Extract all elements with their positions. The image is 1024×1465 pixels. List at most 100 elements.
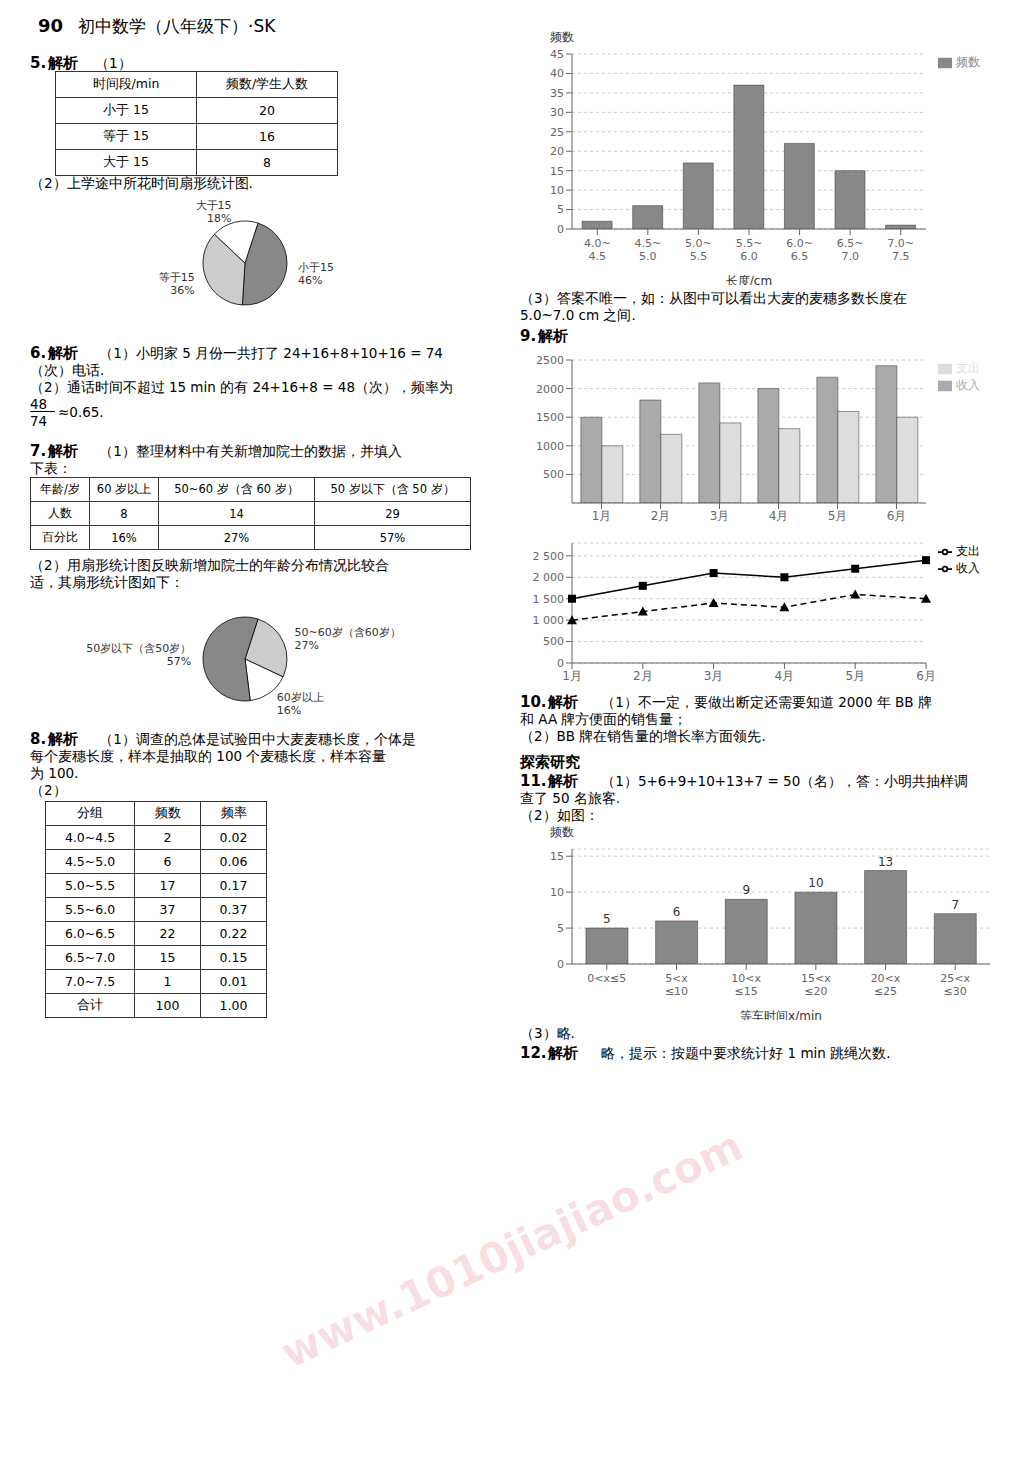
svg-text:500: 500 bbox=[543, 635, 564, 648]
svg-text:1 000: 1 000 bbox=[533, 614, 565, 627]
svg-text:15: 15 bbox=[550, 165, 564, 178]
svg-text:5: 5 bbox=[603, 912, 611, 926]
svg-text:35: 35 bbox=[550, 87, 564, 100]
svg-text:500: 500 bbox=[543, 468, 564, 481]
svg-text:60岁以上16%: 60岁以上16% bbox=[277, 691, 324, 717]
svg-text:长度/cm: 长度/cm bbox=[726, 274, 772, 285]
html-text:（2）BB 牌在销售量的增长率方面领先.: （2）BB 牌在销售量的增长率方面领先. bbox=[520, 728, 766, 744]
svg-text:9: 9 bbox=[742, 883, 750, 897]
html-text:90: 90 bbox=[38, 15, 64, 36]
svg-text:5: 5 bbox=[557, 922, 564, 935]
svg-text:30: 30 bbox=[550, 106, 564, 119]
html-text:下表：: 下表： bbox=[30, 460, 72, 476]
svg-text:5.5~6.0: 5.5~6.0 bbox=[736, 237, 763, 263]
html-text:5.0~7.0 cm 之间.: 5.0~7.0 cm 之间. bbox=[520, 307, 636, 323]
html-text:8.解析: 8.解析 bbox=[30, 730, 78, 748]
svg-text:大于1518%: 大于1518% bbox=[196, 199, 232, 225]
svg-text:2 000: 2 000 bbox=[533, 571, 565, 584]
html-text:12.解析: 12.解析 bbox=[520, 1044, 578, 1062]
svg-text:6.5~7.0: 6.5~7.0 bbox=[837, 237, 864, 263]
html-text:（1）5+6+9+10+13+7 = 50（名），答：小明共: （1）5+6+9+10+13+7 = 50（名），答：小明共抽样调 bbox=[597, 773, 969, 789]
html-text:www.1010jiajiao.com: www.1010jiajiao.com bbox=[273, 1121, 751, 1379]
svg-text:小于1546%: 小于1546% bbox=[298, 261, 334, 287]
svg-text:5月: 5月 bbox=[845, 669, 865, 683]
svg-text:等于1536%: 等于1536% bbox=[159, 271, 195, 297]
svg-text:6月: 6月 bbox=[916, 669, 936, 683]
html-text:74: 74 bbox=[30, 413, 48, 429]
html-text:≈0.65.: ≈0.65. bbox=[58, 404, 104, 420]
html-text:11.解析: 11.解析 bbox=[520, 772, 578, 790]
svg-text:4.5~5.0: 4.5~5.0 bbox=[634, 237, 661, 263]
svg-text:5.0~5.5: 5.0~5.5 bbox=[685, 237, 712, 263]
html-text:（2）如图：: （2）如图： bbox=[520, 807, 599, 823]
html-text:7.解析: 7.解析 bbox=[30, 442, 78, 460]
svg-text:1 500: 1 500 bbox=[533, 593, 565, 606]
svg-text:5<x≤10: 5<x≤10 bbox=[665, 972, 688, 998]
svg-text:7.0~7.5: 7.0~7.5 bbox=[887, 237, 914, 263]
html-text:（次）电话.: （次）电话. bbox=[30, 362, 105, 378]
svg-text:1月: 1月 bbox=[592, 509, 612, 523]
svg-text:5月: 5月 bbox=[828, 509, 848, 523]
html-text:9.解析: 9.解析 bbox=[520, 327, 568, 345]
svg-text:50岁以下（含50岁）57%: 50岁以下（含50岁）57% bbox=[86, 642, 191, 668]
svg-text:5: 5 bbox=[557, 203, 564, 216]
svg-text:4月: 4月 bbox=[775, 669, 795, 683]
svg-text:2000: 2000 bbox=[536, 383, 564, 396]
html-text:（2）上学途中所花时间扇形统计图.: （2）上学途中所花时间扇形统计图. bbox=[30, 175, 253, 191]
html-text:和 AA 牌方便面的销售量；: 和 AA 牌方便面的销售量； bbox=[520, 711, 688, 727]
svg-text:等车时间x/min: 等车时间x/min bbox=[740, 1009, 822, 1020]
svg-text:4.0~4.5: 4.0~4.5 bbox=[584, 237, 611, 263]
html-text:（2）通话时间不超过 15 min 的有 24+16+8 =: （2）通话时间不超过 15 min 的有 24+16+8 = 48（次），频率为 bbox=[30, 379, 453, 395]
html-text:6.解析: 6.解析 bbox=[30, 344, 78, 362]
svg-text:50~60岁（含60岁）27%: 50~60岁（含60岁）27% bbox=[295, 626, 401, 652]
html-text:（1）不一定，要做出断定还需要知道 2000 年 BB 牌: （1）不一定，要做出断定还需要知道 2000 年 BB 牌 bbox=[597, 694, 932, 710]
html-text:10.解析: 10.解析 bbox=[520, 693, 578, 711]
svg-text:0: 0 bbox=[557, 223, 564, 236]
svg-text:4月: 4月 bbox=[769, 509, 789, 523]
html-text:探索研究: 探索研究 bbox=[520, 753, 580, 771]
svg-text:2月: 2月 bbox=[651, 509, 671, 523]
html-text:（1）整理材料中有关新增加院士的数据，并填入: （1）整理材料中有关新增加院士的数据，并填入 bbox=[95, 443, 402, 459]
html-text:（3）答案不唯一，如：从图中可以看出大麦的麦穗多数长度在: （3）答案不唯一，如：从图中可以看出大麦的麦穗多数长度在 bbox=[520, 290, 907, 306]
svg-text:2 500: 2 500 bbox=[533, 550, 565, 563]
svg-text:45: 45 bbox=[550, 48, 564, 61]
html-text:（1）: （1） bbox=[95, 55, 132, 71]
svg-text:7: 7 bbox=[951, 898, 959, 912]
svg-text:0: 0 bbox=[557, 958, 564, 971]
svg-text:3月: 3月 bbox=[710, 509, 730, 523]
svg-text:1000: 1000 bbox=[536, 440, 564, 453]
svg-text:20: 20 bbox=[550, 145, 564, 158]
html-text:初中数学（八年级下）·SK: 初中数学（八年级下）·SK bbox=[78, 16, 276, 36]
svg-text:10: 10 bbox=[808, 876, 823, 890]
svg-text:2月: 2月 bbox=[633, 669, 653, 683]
svg-text:13: 13 bbox=[878, 855, 893, 869]
html-text:查了 50 名旅客.: 查了 50 名旅客. bbox=[520, 790, 621, 806]
svg-text:6: 6 bbox=[673, 905, 681, 919]
html-text:（2）: （2） bbox=[30, 782, 67, 798]
svg-text:15: 15 bbox=[550, 850, 564, 863]
html-text:（1）小明家 5 月份一共打了 24+16+8+10+16: （1）小明家 5 月份一共打了 24+16+8+10+16 = 74 bbox=[95, 345, 443, 361]
svg-text:3月: 3月 bbox=[704, 669, 724, 683]
html-text:（2）用扇形统计图反映新增加院士的年龄分布情况比较合: （2）用扇形统计图反映新增加院士的年龄分布情况比较合 bbox=[30, 557, 389, 573]
svg-text:0: 0 bbox=[557, 657, 564, 670]
html-text:适，其扇形统计图如下：: 适，其扇形统计图如下： bbox=[30, 574, 184, 590]
svg-text:6.0~6.5: 6.0~6.5 bbox=[786, 237, 813, 263]
svg-text:10: 10 bbox=[550, 886, 564, 899]
svg-text:6月: 6月 bbox=[887, 509, 907, 523]
svg-text:40: 40 bbox=[550, 67, 564, 80]
svg-text:10<x≤15: 10<x≤15 bbox=[731, 972, 761, 998]
svg-text:1月: 1月 bbox=[562, 669, 582, 683]
svg-text:25: 25 bbox=[550, 126, 564, 139]
svg-text:15<x≤20: 15<x≤20 bbox=[801, 972, 831, 998]
html-text:每个麦穗长度，样本是抽取的 100 个麦穗长度，样本容量: 每个麦穗长度，样本是抽取的 100 个麦穗长度，样本容量 bbox=[30, 748, 387, 764]
svg-text:1500: 1500 bbox=[536, 411, 564, 424]
html-text:48: 48 bbox=[30, 396, 48, 412]
svg-text:2500: 2500 bbox=[536, 354, 564, 367]
svg-text:20<x≤25: 20<x≤25 bbox=[871, 972, 901, 998]
svg-text:0<x≤5: 0<x≤5 bbox=[587, 972, 626, 985]
svg-text:10: 10 bbox=[550, 184, 564, 197]
svg-text:25<x≤30: 25<x≤30 bbox=[940, 972, 970, 998]
html-text:5.解析: 5.解析 bbox=[30, 54, 78, 72]
html-text:为 100.: 为 100. bbox=[30, 765, 79, 781]
html-text:（1）调查的总体是试验田中大麦麦穗长度，个体是: （1）调查的总体是试验田中大麦麦穗长度，个体是 bbox=[95, 731, 416, 747]
